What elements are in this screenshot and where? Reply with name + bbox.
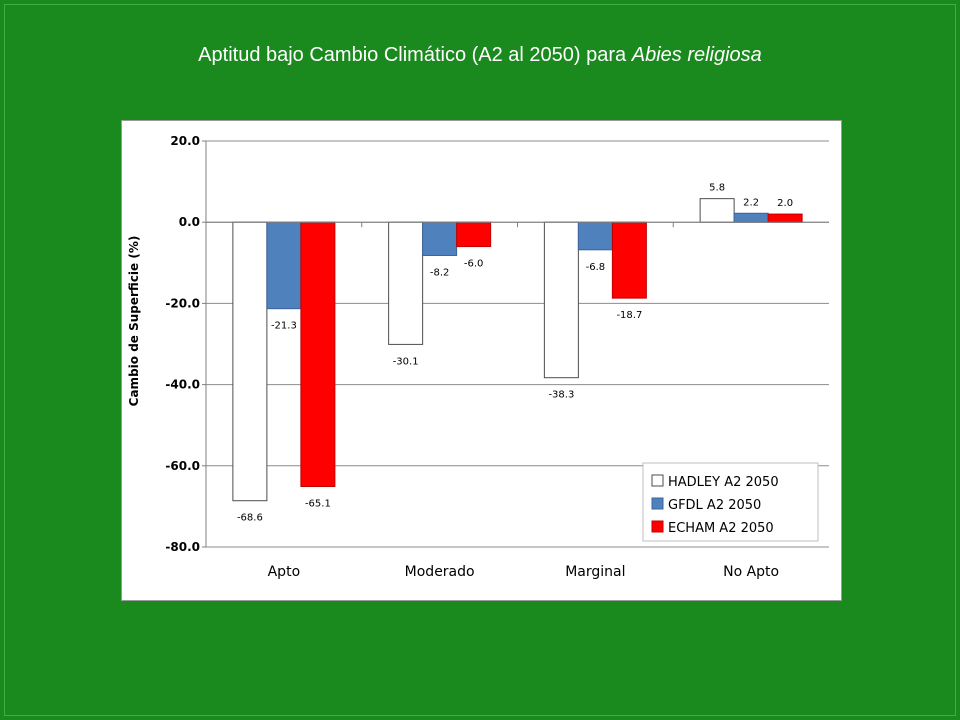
legend: HADLEY A2 2050 GFDL A2 2050 ECHAM A2 2050 [642, 462, 819, 542]
y-axis-label: Cambio de Superficie (%) [127, 236, 141, 407]
data-label: -65.1 [305, 499, 331, 510]
data-label: -8.2 [430, 267, 450, 278]
legend-label: GFDL A2 2050 [668, 498, 761, 513]
data-label: -21.3 [271, 321, 297, 332]
legend-label: HADLEY A2 2050 [668, 475, 779, 490]
y-tick-label: -80.0 [165, 540, 200, 554]
bars-layer [232, 198, 803, 502]
bar-gfdl [266, 221, 302, 310]
data-label: -68.6 [237, 513, 263, 524]
x-category-label: Apto [268, 564, 301, 580]
y-tick-label: 0.0 [179, 215, 200, 229]
title-main: Aptitud bajo Cambio Climático (A2 al 205… [198, 44, 632, 66]
legend-box [642, 462, 819, 542]
data-label: -18.7 [616, 310, 642, 321]
legend-swatch [651, 474, 664, 487]
labels-layer: -68.6 -21.3 -65.1 -30.1 -8.2 -6.0 -38.3 -6.8 -18… [237, 183, 793, 524]
bar-echam [767, 213, 803, 223]
data-label: 2.2 [743, 197, 759, 208]
y-tick-label: -40.0 [165, 378, 200, 392]
slide-title: Aptitud bajo Cambio Climático (A2 al 205… [0, 44, 960, 67]
title-species: Abies religiosa [631, 44, 762, 66]
bar-echam [456, 221, 492, 248]
bar-hadley [232, 221, 268, 502]
y-tick-label: -20.0 [165, 296, 200, 310]
bar-gfdl [422, 221, 458, 256]
chart-frame: 20.0 0.0 -20.0 -40.0 -60.0 -80.0 Apto Moderado M… [121, 120, 842, 601]
bar-chart: 20.0 0.0 -20.0 -40.0 -60.0 -80.0 Apto Moderado M… [127, 134, 829, 580]
bar-echam [611, 221, 647, 299]
bar-gfdl [577, 221, 613, 251]
y-tick-label: 20.0 [170, 134, 200, 148]
data-label: -6.8 [586, 262, 606, 273]
legend-label: ECHAM A2 2050 [668, 521, 774, 536]
bar-gfdl [733, 212, 769, 223]
legend-swatch [651, 520, 664, 533]
data-label: 2.0 [777, 198, 793, 209]
data-label: -38.3 [548, 390, 574, 401]
bar-hadley [699, 198, 735, 223]
bar-hadley [543, 221, 579, 379]
slide-border [4, 4, 956, 716]
x-category-label: Moderado [405, 564, 475, 580]
data-label: -30.1 [393, 356, 419, 367]
data-label: 5.8 [709, 183, 725, 194]
data-label: -6.0 [464, 259, 484, 270]
bar-hadley [388, 221, 424, 345]
y-tick-label: -60.0 [165, 459, 200, 473]
legend-swatch [651, 497, 664, 510]
x-category-label: No Apto [723, 564, 779, 580]
axis-layer: 20.0 0.0 -20.0 -40.0 -60.0 -80.0 Apto Moderado M… [165, 134, 829, 580]
x-category-label: Marginal [565, 564, 625, 580]
bar-echam [300, 221, 336, 488]
